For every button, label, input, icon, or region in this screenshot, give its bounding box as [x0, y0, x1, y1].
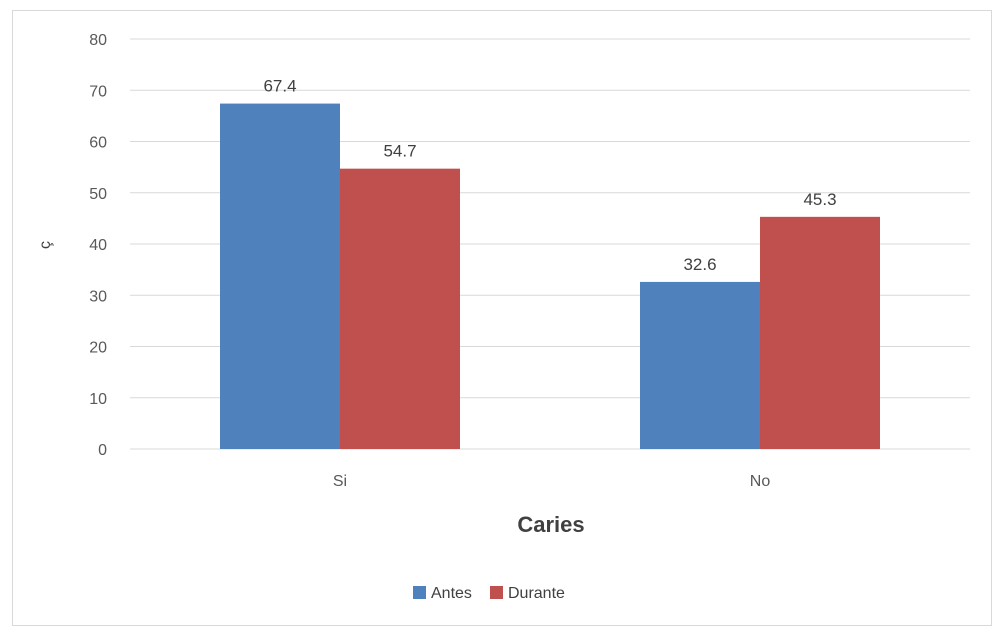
y-tick-label: 50 [89, 186, 107, 203]
data-label: 45.3 [803, 190, 836, 209]
data-label: 32.6 [683, 255, 716, 274]
x-tick-label: No [750, 473, 771, 490]
x-tick-label: Si [333, 473, 347, 490]
y-tick-label: 10 [89, 391, 107, 408]
legend: Antes Durante [413, 585, 565, 602]
legend-label-durante: Durante [508, 585, 565, 602]
y-tick-label: 40 [89, 237, 107, 254]
bar-durante-si [340, 168, 460, 449]
bars [220, 103, 880, 449]
y-tick-label: 30 [89, 288, 107, 305]
bar-antes-si [220, 103, 340, 449]
y-tick-label: 60 [89, 135, 107, 152]
bar-durante-no [760, 216, 880, 449]
legend-swatch-durante [490, 586, 503, 599]
y-axis-ticks: 0 10 20 30 40 50 60 70 80 [89, 32, 107, 459]
data-label: 54.7 [383, 142, 416, 161]
y-tick-label: 20 [89, 340, 107, 357]
x-axis-ticks: Si No [333, 473, 770, 490]
bar-antes-no [640, 281, 760, 449]
data-label: 67.4 [263, 77, 296, 96]
legend-swatch-antes [413, 586, 426, 599]
legend-label-antes: Antes [431, 585, 472, 602]
y-axis-title: ç [37, 241, 54, 249]
y-tick-label: 80 [89, 32, 107, 49]
y-tick-label: 70 [89, 83, 107, 100]
y-tick-label: 0 [98, 442, 107, 459]
x-axis-title: Caries [517, 512, 584, 537]
data-labels: 67.4 54.7 32.6 45.3 [263, 77, 836, 274]
